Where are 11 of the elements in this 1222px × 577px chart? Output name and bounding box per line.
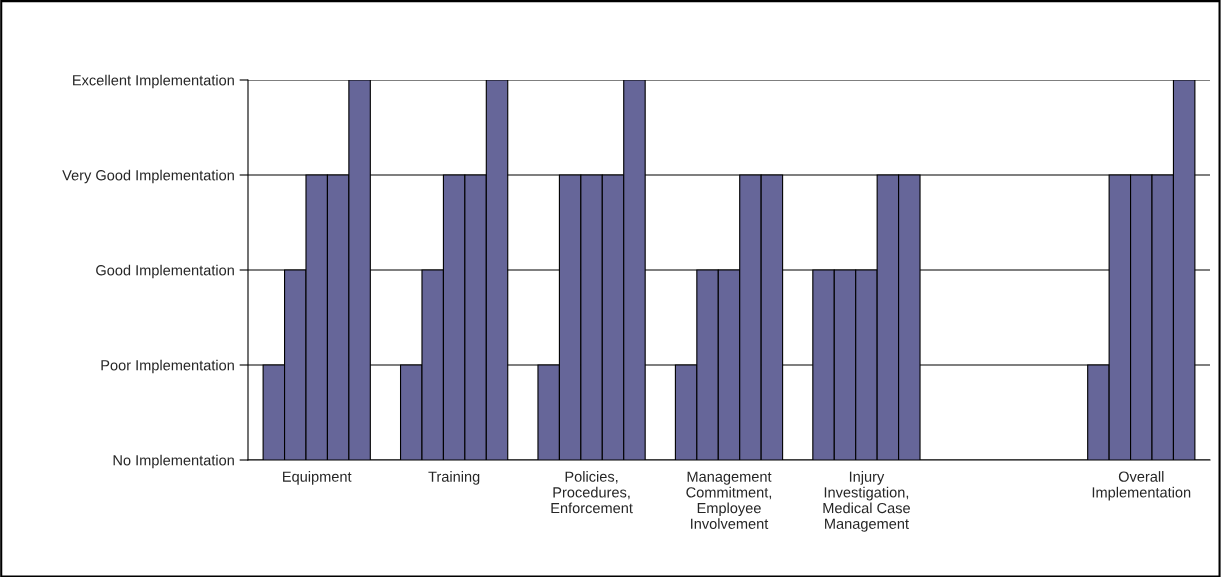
text: Very Good Implementation	[62, 169, 234, 184]
x-tick-label: Overall Implementation	[1092, 471, 1191, 501]
x-tick-label: Training	[428, 471, 480, 485]
x-tick-label: Injury Investigation, Medical Case Management	[823, 471, 910, 532]
text: Poor Implementation	[101, 359, 234, 374]
x-tick-label: Policies, Procedures, Enforcement	[551, 471, 633, 514]
text: Good Implementation	[96, 264, 234, 279]
x-tick-label: Management Commitment, Employee Involvement	[686, 471, 772, 529]
text: No Implementation	[113, 454, 234, 469]
x-tick-label: Equipment	[283, 471, 352, 485]
text: Excellent Implementation	[73, 74, 234, 89]
